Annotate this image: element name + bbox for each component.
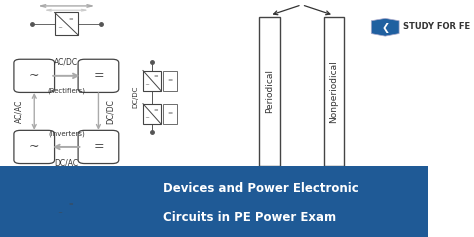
Text: ~: ~ xyxy=(58,26,63,31)
FancyBboxPatch shape xyxy=(14,59,55,92)
Text: ~: ~ xyxy=(145,115,150,120)
FancyBboxPatch shape xyxy=(14,130,55,164)
Text: DC/AC: DC/AC xyxy=(55,159,78,168)
Text: (Inverters): (Inverters) xyxy=(48,131,85,137)
Text: ~: ~ xyxy=(145,82,150,87)
Bar xyxy=(0,166,428,237)
Text: ~: ~ xyxy=(29,69,39,82)
Text: =: = xyxy=(93,141,104,153)
Text: ❮: ❮ xyxy=(381,23,389,33)
Bar xyxy=(163,71,176,91)
Text: Circuits in PE Power Exam: Circuits in PE Power Exam xyxy=(163,211,336,223)
Text: ~: ~ xyxy=(58,210,63,216)
Text: =: = xyxy=(153,75,158,80)
Text: Nonperiodical: Nonperiodical xyxy=(329,60,338,123)
Text: =: = xyxy=(69,202,73,207)
Bar xyxy=(163,104,176,124)
Text: DC/DC: DC/DC xyxy=(133,86,139,108)
Text: DC/DC: DC/DC xyxy=(106,99,115,124)
Bar xyxy=(55,197,78,220)
Text: STUDY FOR FE: STUDY FOR FE xyxy=(403,22,471,31)
Text: Devices and Power Electronic: Devices and Power Electronic xyxy=(163,182,358,195)
Text: AC/DC: AC/DC xyxy=(55,57,78,66)
Bar xyxy=(324,17,344,166)
FancyBboxPatch shape xyxy=(78,130,119,164)
Bar xyxy=(55,13,78,35)
Text: Periodical: Periodical xyxy=(265,69,274,113)
Bar xyxy=(143,71,161,91)
Text: =: = xyxy=(69,18,73,23)
Bar xyxy=(259,17,280,166)
Polygon shape xyxy=(371,18,399,36)
Bar xyxy=(143,104,161,124)
Text: =: = xyxy=(167,111,173,116)
FancyBboxPatch shape xyxy=(78,59,119,92)
Text: (Rectifiers): (Rectifiers) xyxy=(47,88,85,94)
Text: =: = xyxy=(153,108,158,113)
Text: =: = xyxy=(93,69,104,82)
Text: =: = xyxy=(167,78,173,83)
Text: AC/AC: AC/AC xyxy=(15,100,24,123)
Text: ~: ~ xyxy=(29,141,39,153)
